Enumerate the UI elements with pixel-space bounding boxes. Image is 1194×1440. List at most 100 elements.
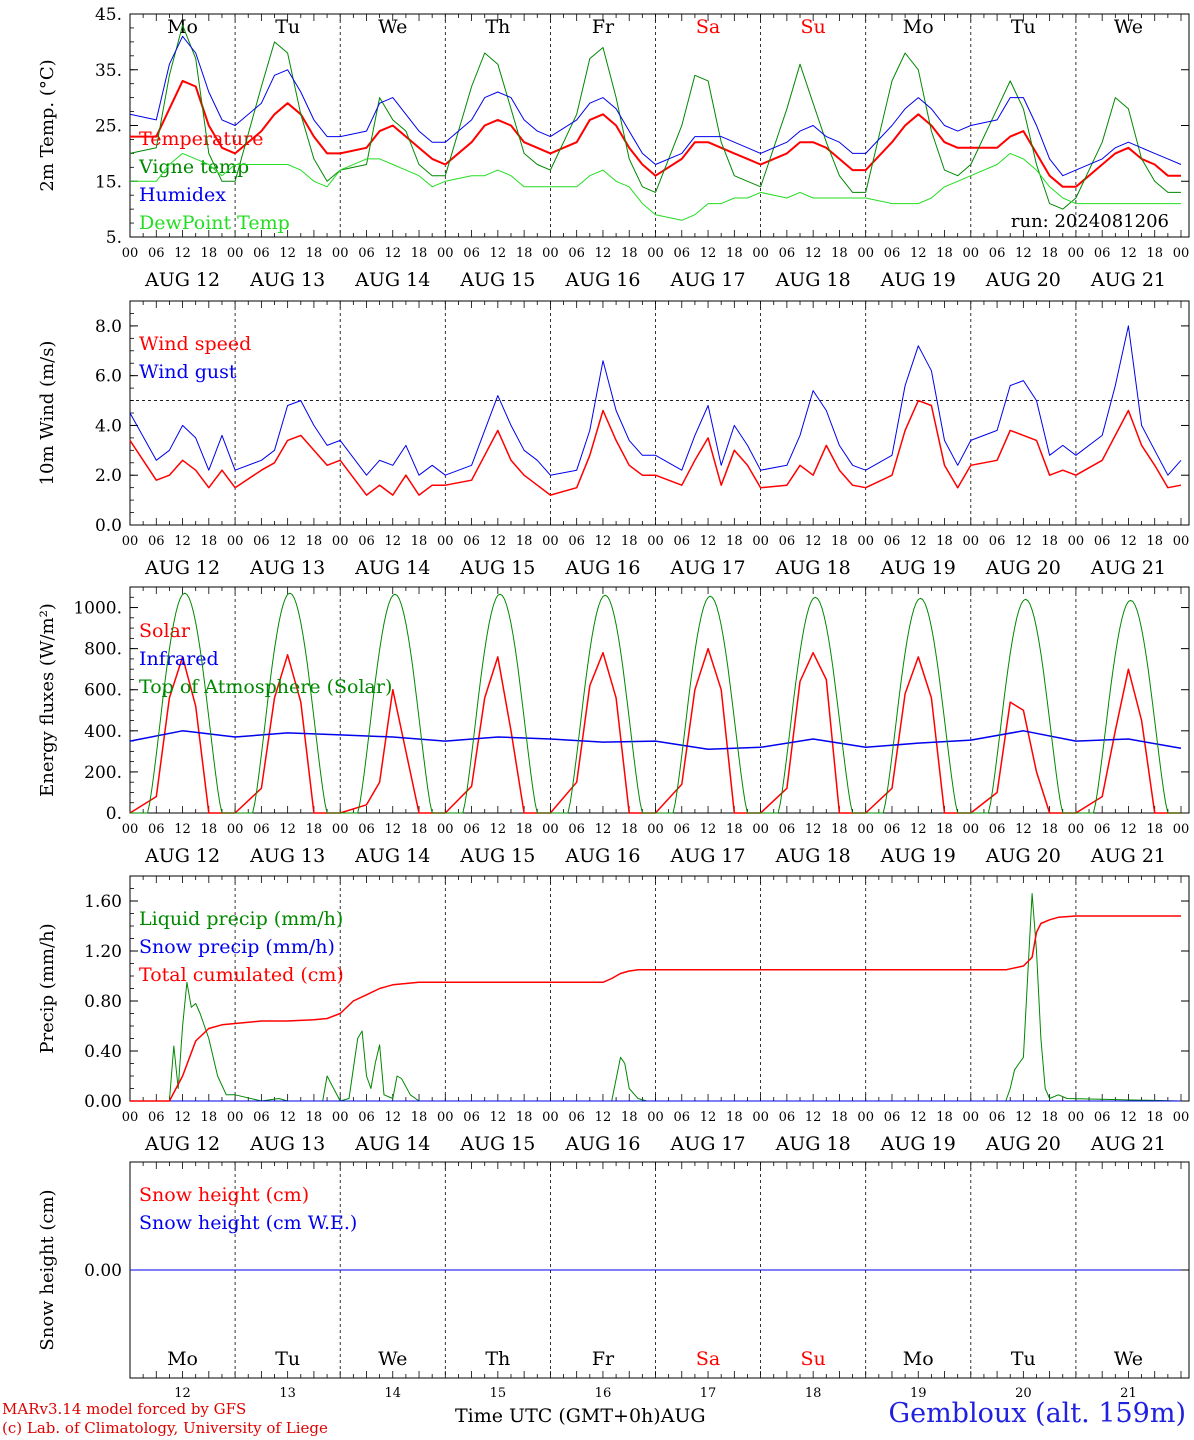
y-tick-label: 0.0 — [95, 516, 122, 536]
y-tick-label: 35. — [95, 61, 122, 81]
hour-tick-label: 06 — [568, 246, 585, 261]
day-of-week-label: Tu — [1011, 16, 1036, 38]
hour-tick-label: 06 — [779, 1110, 796, 1125]
model-credits: MARv3.14 model forced by GFS (c) Lab. of… — [2, 1400, 328, 1438]
hour-tick-label: 18 — [201, 1110, 218, 1125]
hour-tick-label: 18 — [516, 822, 533, 837]
hour-tick-label: 06 — [253, 1110, 270, 1125]
date-label: AUG 17 — [669, 845, 745, 867]
hour-tick-label: 06 — [1094, 246, 1111, 261]
hour-tick-label: 00 — [227, 246, 244, 261]
hour-tick-label: 18 — [831, 1110, 848, 1125]
hour-tick-label: 18 — [1146, 1110, 1163, 1125]
y-tick-label: 2.0 — [95, 466, 122, 486]
hour-tick-label: 18 — [1041, 822, 1058, 837]
y-tick-label: 600. — [84, 681, 122, 701]
day-of-week-label: We — [378, 1348, 407, 1370]
hour-tick-label: 00 — [542, 822, 559, 837]
legend-entry: Vigne temp — [138, 156, 249, 178]
hour-tick-label: 00 — [332, 246, 349, 261]
hour-tick-label: 06 — [1094, 1110, 1111, 1125]
date-label: AUG 12 — [144, 1133, 220, 1155]
snow-y-axis-label: Snow height (cm) — [37, 1189, 58, 1350]
hour-tick-label: 12 — [384, 822, 401, 837]
hour-tick-label: 06 — [463, 1110, 480, 1125]
hour-tick-label: 06 — [148, 1110, 165, 1125]
hour-tick-label: 12 — [805, 534, 822, 549]
hour-tick-label: 00 — [122, 246, 139, 261]
day-of-week-label: Su — [801, 1348, 826, 1370]
hour-tick-label: 18 — [726, 246, 743, 261]
hour-tick-label: 12 — [174, 822, 191, 837]
day-of-week-label: Sa — [696, 1348, 720, 1370]
y-tick-label: 0.40 — [84, 1042, 122, 1062]
hour-tick-label: 18 — [411, 534, 428, 549]
hour-tick-label: 00 — [1173, 1110, 1190, 1125]
hour-tick-label: 18 — [1041, 534, 1058, 549]
hour-tick-label: 00 — [647, 822, 664, 837]
hour-tick-label: 00 — [1068, 246, 1085, 261]
day-of-week-label: Sa — [696, 16, 720, 38]
day-number-label: 18 — [805, 1386, 822, 1401]
hour-tick-label: 00 — [227, 822, 244, 837]
hour-tick-label: 12 — [910, 534, 927, 549]
x-axis-title: Time UTC (GMT+0h)AUG — [455, 1405, 706, 1427]
date-label: AUG 19 — [880, 1133, 956, 1155]
hour-tick-label: 12 — [174, 534, 191, 549]
time-axis-label: Time UTC (GMT+0h) — [455, 1405, 661, 1427]
hour-tick-label: 00 — [963, 822, 980, 837]
hour-tick-label: 18 — [831, 246, 848, 261]
hour-tick-label: 12 — [595, 822, 612, 837]
day-of-week-label: Tu — [275, 1348, 300, 1370]
y-tick-label: 200. — [84, 763, 122, 783]
day-of-week-label: Tu — [1011, 1348, 1036, 1370]
legend-entry: Snow precip (mm/h) — [139, 936, 335, 958]
hour-tick-label: 12 — [279, 822, 296, 837]
hour-tick-label: 06 — [989, 534, 1006, 549]
hour-tick-label: 06 — [674, 1110, 691, 1125]
energy-frame — [129, 586, 1190, 814]
date-label: AUG 21 — [1090, 1133, 1166, 1155]
hour-tick-label: 00 — [1068, 1110, 1085, 1125]
series-total-cumulated-cm — [130, 915, 1181, 1102]
hour-tick-label: 18 — [516, 246, 533, 261]
date-label: AUG 19 — [880, 557, 956, 579]
hour-tick-label: 18 — [726, 822, 743, 837]
date-label: AUG 18 — [775, 557, 851, 579]
hour-tick-label: 06 — [779, 246, 796, 261]
hour-tick-label: 00 — [857, 534, 874, 549]
date-label: AUG 16 — [564, 845, 640, 867]
month-label: AUG — [660, 1405, 706, 1427]
run-annotation: run: 2024081206 — [1011, 211, 1169, 232]
y-tick-label: 5. — [106, 228, 122, 248]
hour-tick-label: 18 — [516, 534, 533, 549]
hour-tick-label: 06 — [358, 1110, 375, 1125]
hour-tick-label: 00 — [857, 246, 874, 261]
date-label: AUG 17 — [669, 557, 745, 579]
hour-tick-label: 18 — [201, 534, 218, 549]
date-label: AUG 20 — [985, 845, 1061, 867]
hour-tick-label: 06 — [253, 534, 270, 549]
date-label: AUG 12 — [144, 845, 220, 867]
date-label: AUG 17 — [669, 1133, 745, 1155]
hour-tick-label: 06 — [779, 534, 796, 549]
y-tick-label: 1.20 — [84, 942, 122, 962]
hour-tick-label: 00 — [437, 246, 454, 261]
hour-tick-label: 00 — [963, 534, 980, 549]
hour-tick-label: 12 — [490, 534, 507, 549]
hour-tick-label: 18 — [306, 246, 323, 261]
y-tick-label: 8.0 — [95, 317, 122, 337]
hour-tick-label: 00 — [542, 246, 559, 261]
hour-tick-label: 18 — [411, 246, 428, 261]
series-wind-speed — [129, 399, 1182, 496]
hour-tick-label: 06 — [568, 822, 585, 837]
day-of-week-label: Th — [485, 16, 510, 38]
hour-tick-label: 00 — [122, 1110, 139, 1125]
hour-tick-label: 00 — [332, 822, 349, 837]
hour-tick-label: 12 — [384, 534, 401, 549]
date-label: AUG 18 — [775, 845, 851, 867]
date-label: AUG 14 — [354, 269, 430, 291]
temp-frame — [129, 13, 1190, 238]
hour-tick-label: 18 — [306, 1110, 323, 1125]
